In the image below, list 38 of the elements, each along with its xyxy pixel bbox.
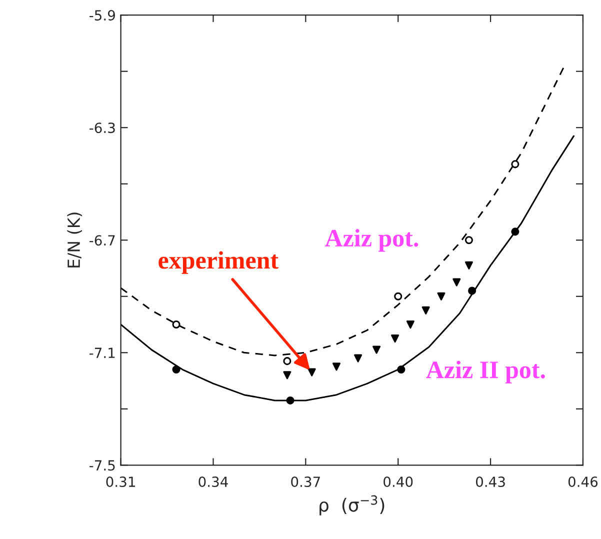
y-tick-label: -7.5	[90, 460, 115, 471]
point	[468, 286, 476, 295]
point	[286, 396, 294, 404]
x-tick-label: 0.34	[198, 476, 228, 488]
point	[397, 365, 406, 374]
y-tick-label: -6.3	[90, 122, 115, 134]
x-tick-label: 0.43	[476, 476, 505, 488]
point	[283, 357, 292, 366]
x-tick-label: 0.40	[384, 476, 413, 488]
point	[372, 346, 381, 354]
point	[391, 334, 400, 343]
point	[464, 236, 473, 244]
point	[422, 306, 430, 314]
point	[452, 278, 461, 286]
annotation: experiment	[158, 251, 278, 274]
y-tick-label: -6.7	[90, 235, 115, 246]
x-axis-title: ρ (σ$^{−3}$)	[320, 495, 384, 516]
point	[354, 354, 362, 362]
line-series	[120, 135, 574, 402]
x-tick-label: 0.46	[568, 476, 598, 488]
series-label: Aziz II pot.	[426, 360, 545, 384]
point	[511, 228, 520, 236]
y-tick-label: -7.1	[90, 348, 115, 358]
point	[172, 365, 180, 374]
point	[308, 368, 316, 376]
y-axis-title: E/N (K)	[67, 212, 82, 268]
point	[283, 371, 292, 380]
point	[394, 292, 402, 300]
series-label: Aziz pot.	[324, 229, 418, 252]
point	[464, 261, 473, 270]
y-tick-label: -5.9	[90, 10, 115, 21]
point	[172, 320, 180, 329]
x-tick-label: 0.37	[291, 476, 320, 488]
point	[332, 362, 341, 371]
x-tick-label: 0.31	[106, 476, 135, 488]
point	[511, 160, 520, 168]
point	[437, 292, 446, 300]
point	[406, 320, 414, 329]
